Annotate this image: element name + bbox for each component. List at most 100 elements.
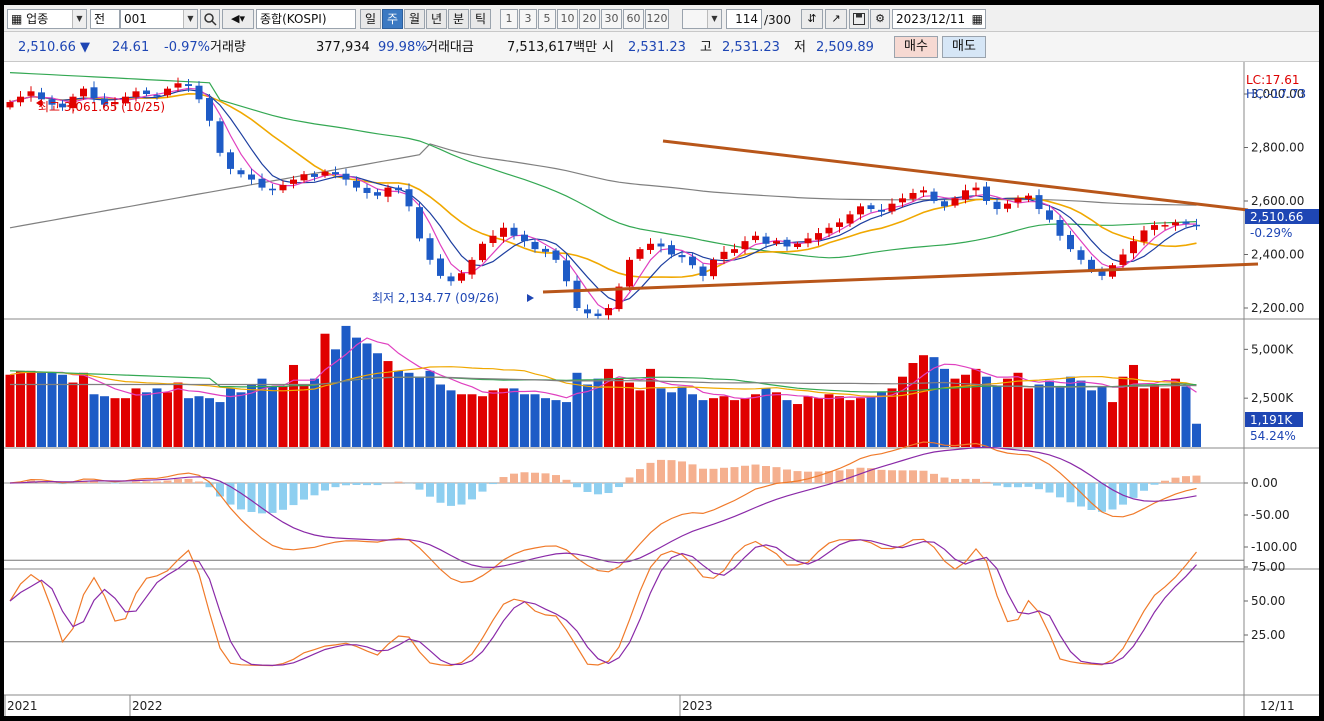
chevron-down-icon[interactable]: ▼ [72, 10, 86, 28]
candle-body [1067, 234, 1074, 250]
prefix-select[interactable]: 전 [90, 9, 120, 29]
candle-body [689, 256, 696, 266]
volume-bar [394, 370, 403, 447]
candle-body [153, 95, 161, 97]
interval-button-120[interactable]: 120 [645, 9, 669, 29]
volume-bar [89, 394, 99, 447]
hc-label: HC:-17.73 [1246, 87, 1306, 101]
interval-button-5[interactable]: 5 [538, 9, 556, 29]
macd-histogram-bar [394, 481, 403, 483]
save-icon[interactable] [849, 9, 869, 29]
interval-button-3[interactable]: 3 [519, 9, 537, 29]
candle-body [342, 173, 350, 180]
tab-period-1[interactable]: 주 [382, 9, 403, 29]
x-axis-current-date: 12/11 [1260, 699, 1295, 713]
calendar-icon[interactable]: ▦ [971, 12, 983, 26]
volume-bar [341, 325, 351, 447]
volume-bar [404, 372, 414, 447]
code-input[interactable]: 001 ▼ [120, 9, 198, 29]
candle-body [993, 201, 1001, 210]
candle-body [752, 235, 759, 241]
price-change-pct: -0.97% [164, 40, 210, 55]
volume-bar [436, 384, 445, 447]
tab-period-2[interactable]: 월 [404, 9, 425, 29]
candle-body [510, 227, 518, 236]
x-axis-label: 2022 [132, 699, 163, 713]
macd-histogram-bar [153, 481, 161, 483]
interval-button-10[interactable]: 10 [557, 9, 578, 29]
search-icon[interactable] [200, 9, 220, 29]
volume-bar [499, 388, 508, 447]
date-input[interactable]: 2023/12/11 ▦ [892, 9, 986, 29]
tab-period-3[interactable]: 년 [426, 9, 447, 29]
macd-histogram-bar [1098, 483, 1106, 512]
tab-period-4[interactable]: 분 [448, 9, 469, 29]
chevron-down-icon[interactable]: ▼ [183, 10, 197, 28]
draw-line-icon[interactable]: ↗ [825, 9, 847, 29]
resistance-trendline [662, 139, 1249, 212]
volume-bar [698, 400, 708, 447]
count-input[interactable]: 114 [726, 9, 762, 29]
volume-bar [478, 396, 487, 447]
volume-bar [593, 378, 603, 447]
macd-histogram-bar [541, 473, 550, 483]
category-select[interactable]: ▦ 업종 ▼ [7, 9, 87, 29]
candle-body [531, 241, 539, 250]
interval-button-1[interactable]: 1 [500, 9, 518, 29]
candle-body [878, 209, 885, 212]
macd-histogram-bar [1077, 483, 1085, 507]
speaker-icon[interactable]: ◀▾ [222, 9, 254, 29]
macd-histogram-bar [552, 475, 560, 483]
macd-histogram-bar [174, 479, 182, 483]
volume-bar [152, 388, 162, 447]
macd-histogram-bar [1119, 483, 1127, 505]
macd-histogram-bar [111, 483, 119, 484]
sell-button[interactable]: 매도 [942, 36, 986, 58]
volume-bar [992, 386, 1002, 447]
volume-tick-label: 5,000K [1251, 342, 1294, 356]
compare-icon[interactable]: ⇵ [801, 9, 823, 29]
interval-button-60[interactable]: 60 [623, 9, 644, 29]
candle-body [657, 243, 665, 247]
interval-button-30[interactable]: 30 [601, 9, 622, 29]
gear-icon[interactable]: ⚙ [870, 9, 890, 29]
macd-histogram-bar [1108, 483, 1117, 510]
macd-histogram-bar [489, 483, 497, 485]
tab-period-0[interactable]: 일 [360, 9, 381, 29]
volume-bar [331, 349, 340, 447]
volume-bar [352, 337, 361, 447]
volume-bar [803, 396, 813, 447]
volume-bar [1003, 378, 1012, 447]
volume-bar [173, 382, 183, 447]
candle-body [552, 250, 560, 260]
candle-body [101, 98, 108, 105]
candle-body [899, 198, 906, 203]
last-volume-marker [1245, 412, 1303, 427]
interval-button-20[interactable]: 20 [579, 9, 600, 29]
macd-histogram-bar [1024, 483, 1033, 487]
macd-histogram-bar [1129, 483, 1138, 498]
price-chart[interactable]: 3,000.00 2,800.00 2,600.00 2,400.00 2,200.00… [4, 62, 1319, 716]
macd-histogram-bar [226, 483, 235, 505]
macd-histogram-bar [667, 460, 676, 483]
volume-bar [908, 363, 918, 447]
volume-bar [457, 394, 466, 447]
candle-body [710, 259, 717, 277]
macd-histogram-bar [310, 483, 319, 496]
price-change: 24.61 [112, 40, 150, 55]
macd-histogram-bar [1003, 483, 1012, 488]
high-annotation: 최고 3,061.65 (10/25) [38, 100, 165, 114]
buy-button[interactable]: 매수 [894, 36, 938, 58]
tab-period-5[interactable]: 틱 [470, 9, 491, 29]
candle-body [1182, 221, 1190, 224]
interval-dropdown[interactable]: ▼ [682, 9, 722, 29]
volume-bar [5, 374, 15, 447]
candle-body [930, 191, 938, 201]
chevron-down-icon[interactable]: ▼ [707, 10, 721, 28]
candle-body [416, 207, 423, 239]
volume-bar [982, 376, 991, 447]
volume-label: 거래량 [210, 40, 246, 55]
macd-histogram-bar [331, 483, 340, 488]
macd-histogram-bar [352, 483, 361, 485]
volume-bar [583, 384, 592, 447]
